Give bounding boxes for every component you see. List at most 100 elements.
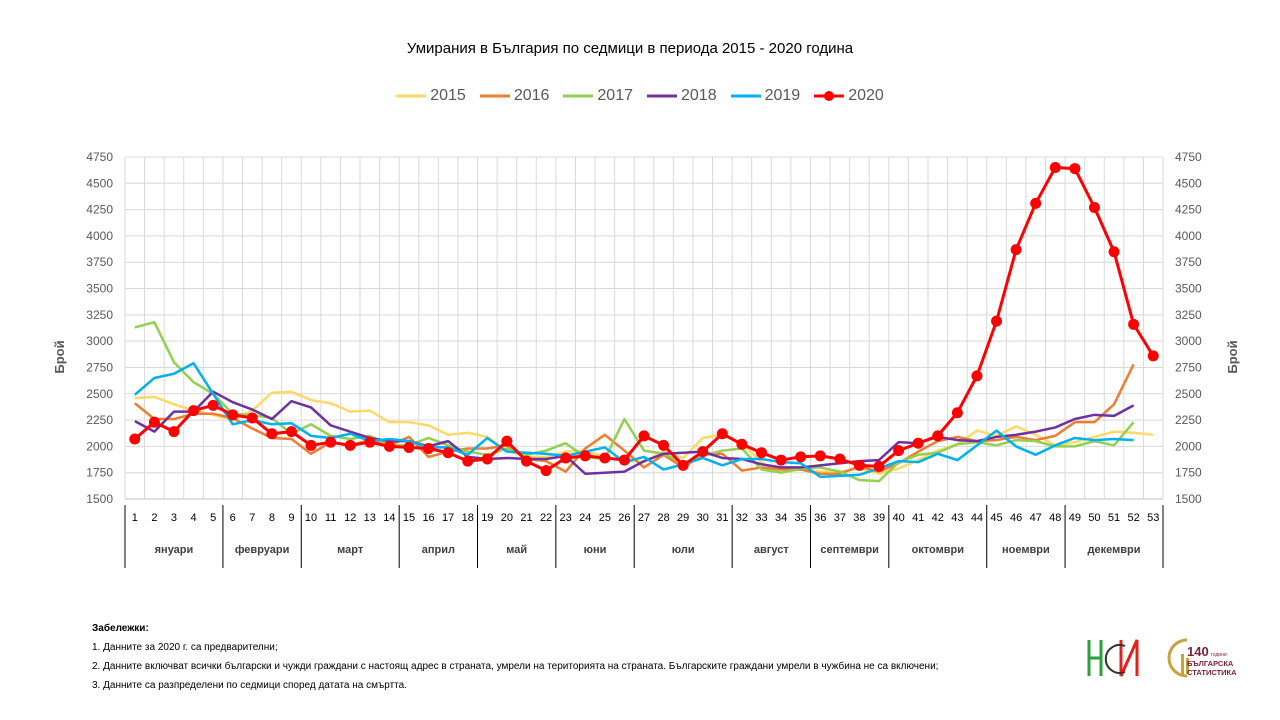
legend-item-2016: 2016 <box>479 87 550 105</box>
legend-label: 2020 <box>848 87 884 104</box>
y-tick-label-left: 4000 <box>86 229 113 243</box>
data-point-2020 <box>775 454 787 466</box>
data-point-2020 <box>893 445 905 457</box>
x-tick-label: 29 <box>677 512 689 524</box>
data-point-2020 <box>148 416 160 428</box>
data-point-2020 <box>1049 162 1061 174</box>
anniv-line2: СТАТИСТИКА <box>1187 668 1237 677</box>
x-tick-label: 4 <box>190 512 196 524</box>
data-point-2020 <box>1030 197 1042 209</box>
data-point-2020 <box>423 442 435 454</box>
series-2018 <box>134 390 1135 475</box>
data-point-2020 <box>873 460 885 472</box>
legend-item-2017: 2017 <box>563 87 633 105</box>
chart-title: Умирания в България по седмици в периода… <box>406 40 854 57</box>
month-label: ноември <box>1002 544 1050 556</box>
data-point-2020 <box>716 428 728 440</box>
x-tick-label: 41 <box>912 512 924 524</box>
y-tick-label-left: 1750 <box>86 466 113 480</box>
legend-item-2015: 2015 <box>396 87 466 105</box>
y-tick-label-left: 3000 <box>86 334 113 348</box>
anniv-line1: БЪЛГАРСКА <box>1187 659 1234 668</box>
x-tick-label: 1 <box>132 512 138 524</box>
x-tick-label: 28 <box>657 512 669 524</box>
x-tick-label: 11 <box>325 512 336 524</box>
x-tick-label: 46 <box>1010 512 1022 524</box>
y-tick-label-left: 2000 <box>86 439 113 453</box>
y-tick-label-right: 4000 <box>1175 229 1202 243</box>
x-tick-label: 19 <box>481 512 493 524</box>
x-tick-label: 33 <box>755 512 767 524</box>
data-point-2020 <box>579 450 591 462</box>
data-point-2020 <box>325 436 337 448</box>
x-tick-label: 6 <box>230 512 236 524</box>
y-tick-label-left: 1500 <box>86 492 113 506</box>
x-tick-label: 12 <box>344 512 356 524</box>
data-point-2020 <box>951 407 963 419</box>
note-1: 1. Данните за 2020 г. са предварителни; <box>92 642 278 653</box>
data-point-2020 <box>188 405 200 417</box>
data-point-2020 <box>1108 246 1120 258</box>
x-tick-label: 27 <box>638 512 650 524</box>
series-2019 <box>133 362 1134 479</box>
x-tick-label: 43 <box>951 512 963 524</box>
legend-swatch <box>730 94 761 98</box>
y-tick-label-right: 3750 <box>1175 255 1202 269</box>
legend-label: 2016 <box>513 87 550 104</box>
data-point-2020 <box>168 426 180 438</box>
data-point-2020 <box>403 441 415 453</box>
anniv-number: 140 <box>1187 644 1209 659</box>
data-point-2020 <box>364 436 376 448</box>
legend: 2015 2016 2017 2018 2019 2020 <box>0 87 1280 105</box>
data-point-2020 <box>560 452 572 464</box>
x-tick-label: 52 <box>1127 512 1139 524</box>
series-line-2019 <box>133 362 1134 479</box>
series-2020 <box>129 162 1159 477</box>
data-point-2020 <box>599 452 611 464</box>
data-point-2020 <box>266 428 278 440</box>
data-point-2020 <box>540 465 552 477</box>
data-point-2020 <box>697 446 709 458</box>
note-2: 2. Данните включват всички български и ч… <box>92 661 939 672</box>
legend-label: 2019 <box>764 87 801 104</box>
y-tick-label-left: 3750 <box>86 255 113 269</box>
x-tick-label: 39 <box>873 512 885 524</box>
y-tick-label-right: 4750 <box>1175 150 1202 164</box>
month-label: февруари <box>235 544 290 556</box>
month-label: април <box>422 544 455 556</box>
x-tick-label: 38 <box>853 512 865 524</box>
y-axis-label-right: Брой <box>1225 340 1240 373</box>
data-point-2020 <box>991 315 1003 327</box>
data-point-2020 <box>618 454 630 466</box>
data-point-2020 <box>1088 202 1100 214</box>
month-label: януари <box>155 544 194 556</box>
y-tick-label-left: 2750 <box>86 360 113 374</box>
legend-item-2019: 2019 <box>730 87 801 105</box>
x-tick-label: 31 <box>716 512 728 524</box>
data-point-2020 <box>834 453 846 465</box>
x-tick-label: 14 <box>383 512 395 524</box>
data-point-2020 <box>383 440 395 452</box>
y-tick-label-right: 2500 <box>1175 387 1202 401</box>
x-tick-label: 51 <box>1108 512 1120 524</box>
x-tick-label: 5 <box>210 512 216 524</box>
x-tick-label: 21 <box>520 512 532 524</box>
logos: 140 години БЪЛГАРСКА СТАТИСТИКА <box>1087 638 1237 678</box>
x-tick-label: 42 <box>932 512 944 524</box>
data-point-2020 <box>227 409 239 421</box>
x-tick-label: 20 <box>501 512 513 524</box>
data-point-2020 <box>853 459 865 471</box>
legend-swatch <box>479 94 510 98</box>
data-point-2020 <box>442 447 454 459</box>
data-point-2020 <box>932 430 944 442</box>
x-tick-label: 36 <box>814 512 826 524</box>
legend-swatch <box>814 91 845 101</box>
x-tick-label: 10 <box>305 512 317 524</box>
x-tick-label: 53 <box>1147 512 1159 524</box>
data-point-2020 <box>1069 163 1081 175</box>
legend-item-2018: 2018 <box>647 87 717 105</box>
data-point-2020 <box>638 430 650 442</box>
data-point-2020 <box>1147 350 1159 362</box>
x-tick-label: 3 <box>171 512 177 524</box>
x-tick-label: 45 <box>990 512 1002 524</box>
